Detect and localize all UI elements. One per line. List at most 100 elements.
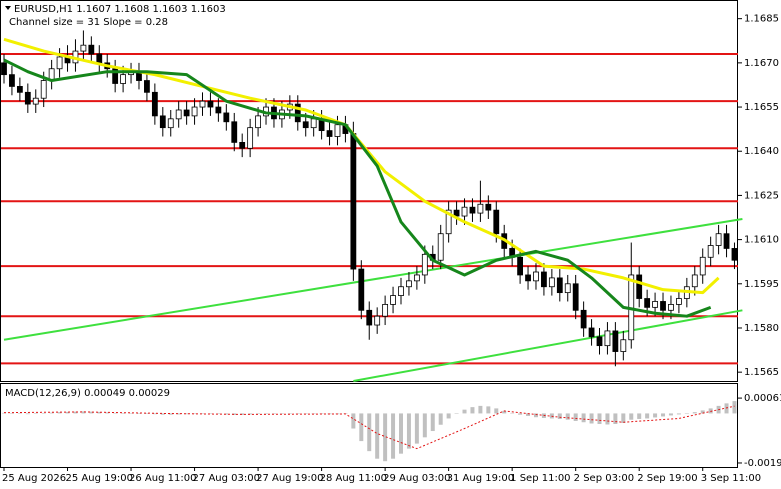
candle-body xyxy=(676,298,682,305)
macd-bar xyxy=(367,413,372,452)
macd-bar xyxy=(533,413,538,418)
candle-body xyxy=(691,274,698,288)
moving-average xyxy=(3,58,712,318)
macd-bar xyxy=(73,411,78,414)
candle-body xyxy=(32,97,39,105)
candle-body xyxy=(398,286,404,296)
candle-body xyxy=(461,206,468,217)
candle-body xyxy=(541,271,547,288)
candle-body xyxy=(239,141,246,149)
candle-body xyxy=(374,315,381,326)
macd-bar xyxy=(621,413,626,423)
x-tick-label: 2 Sep 19:00 xyxy=(637,473,697,484)
y-tick-label: 1.1655 xyxy=(744,102,779,113)
macd-signal xyxy=(3,405,735,450)
candle-body xyxy=(477,203,484,214)
channel-line xyxy=(353,309,743,382)
x-tick-label: 3 Sep 11:00 xyxy=(701,473,761,484)
macd-bar xyxy=(81,411,86,414)
candle-body xyxy=(231,121,238,143)
candle-body xyxy=(453,209,460,217)
candle-body xyxy=(556,277,563,294)
macd-bar xyxy=(375,413,380,459)
macd-bar xyxy=(17,413,22,414)
macd-bar xyxy=(41,413,46,414)
macd-bar xyxy=(129,413,134,414)
candle-body xyxy=(572,283,579,311)
macd-bar xyxy=(287,413,292,414)
candle-body xyxy=(199,100,206,108)
macd-bar xyxy=(176,413,181,415)
candle-body xyxy=(421,253,428,276)
candle-body xyxy=(167,118,174,129)
candle-body xyxy=(80,44,87,52)
macd-bar xyxy=(232,413,237,415)
candle-body xyxy=(207,100,214,108)
macd-bar xyxy=(692,412,697,414)
macd-bar xyxy=(510,412,515,414)
macd-bar xyxy=(486,406,491,414)
candle-body xyxy=(406,280,412,288)
candle-body xyxy=(350,133,357,270)
macd-bar xyxy=(732,401,737,414)
macd-bar xyxy=(33,413,38,414)
candle-body xyxy=(223,112,230,123)
macd-bar xyxy=(446,413,451,419)
candle-body xyxy=(533,271,539,282)
macd-bar xyxy=(105,412,110,414)
macd-bar xyxy=(136,413,141,414)
macd-bar xyxy=(383,413,388,462)
candle-body xyxy=(24,91,31,105)
macd-bar xyxy=(597,413,602,424)
candle-body xyxy=(88,44,95,55)
candle-body xyxy=(334,124,341,137)
candle-body xyxy=(96,53,103,64)
x-tick-label: 26 Aug 11:00 xyxy=(129,473,196,484)
candle-body xyxy=(668,304,674,311)
macd-bar xyxy=(224,413,229,415)
macd-bar xyxy=(391,413,396,459)
macd-bar xyxy=(613,413,618,424)
macd-tick-label: -0.00197 xyxy=(744,458,781,469)
macd-bar xyxy=(518,413,523,415)
candle-body xyxy=(588,327,595,338)
candle-body xyxy=(120,74,126,84)
candle-body xyxy=(183,109,190,117)
candle-body xyxy=(16,86,23,93)
candle-body xyxy=(9,74,15,87)
candle-body xyxy=(437,233,444,261)
candle-body xyxy=(191,106,198,117)
macd-bar xyxy=(152,413,157,415)
macd-bar xyxy=(629,413,634,420)
candle-body xyxy=(596,336,603,347)
macd-bar xyxy=(121,413,126,414)
macd-bar xyxy=(637,413,642,419)
x-tick-label: 27 Aug 03:00 xyxy=(193,473,260,484)
candle-body xyxy=(1,62,7,76)
y-tick-label: 1.1640 xyxy=(744,146,779,157)
macd-bar xyxy=(605,413,610,425)
macd-bar xyxy=(645,413,650,419)
macd-bar xyxy=(668,413,673,416)
macd-bar xyxy=(192,413,197,414)
candle-body xyxy=(723,233,730,249)
macd-bar xyxy=(208,413,213,414)
x-tick-label: 25 Aug 2026 xyxy=(2,473,66,484)
macd-bar xyxy=(653,413,658,418)
candle-body xyxy=(485,203,492,211)
candle-body xyxy=(255,115,261,129)
plot-layer: 1.1685 1.1670 1.1655 1.1640 1.1625 1.1610 1.15… xyxy=(1,14,781,484)
macd-bar xyxy=(462,409,467,414)
y-tick-label: 1.1565 xyxy=(744,367,779,378)
macd-bar xyxy=(25,413,30,415)
y-tick-label: 1.1625 xyxy=(744,190,779,201)
candle-body xyxy=(151,91,158,117)
candle-body xyxy=(366,309,373,326)
macd-bar xyxy=(573,413,578,421)
macd-bar xyxy=(89,411,94,414)
x-tick-label: 28 Aug 11:00 xyxy=(320,473,387,484)
macd-bar xyxy=(9,413,14,414)
macd-bar xyxy=(264,413,269,414)
